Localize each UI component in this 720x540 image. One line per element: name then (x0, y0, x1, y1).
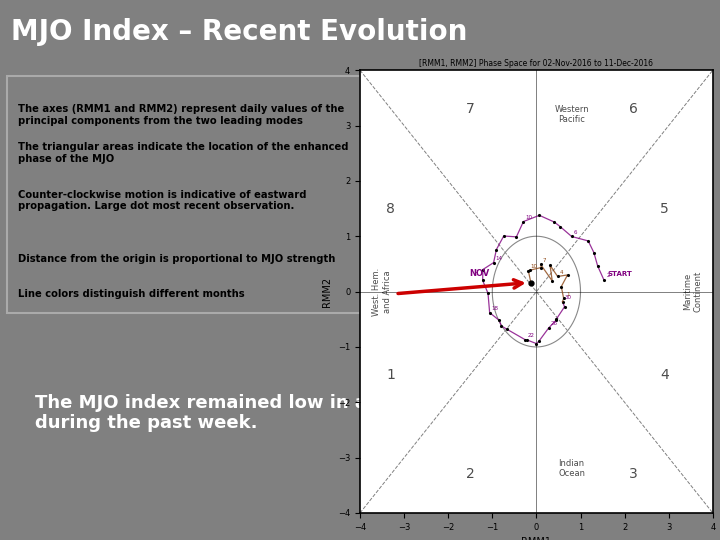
Text: 22: 22 (527, 333, 534, 338)
Text: West. Hem.
and Africa: West. Hem. and Africa (372, 267, 392, 316)
Text: Western
Pacific: Western Pacific (554, 105, 589, 124)
Text: 14: 14 (496, 256, 503, 261)
Text: START: START (608, 271, 632, 276)
Text: 6: 6 (574, 230, 577, 235)
Text: 2: 2 (606, 273, 610, 278)
Text: 3: 3 (629, 467, 638, 481)
Text: 4: 4 (660, 368, 669, 382)
Text: The MJO index remained low in amplitude
during the past week.: The MJO index remained low in amplitude … (35, 394, 457, 433)
Text: Counter-clockwise motion is indicative of eastward
propagation. Large dot most r: Counter-clockwise motion is indicative o… (18, 190, 306, 211)
Text: MJO Index – Recent Evolution: MJO Index – Recent Evolution (11, 18, 467, 46)
Text: 18: 18 (492, 306, 499, 311)
Text: 1: 1 (566, 292, 570, 296)
Text: 2: 2 (466, 467, 474, 481)
Text: Maritime
Continent: Maritime Continent (683, 271, 703, 312)
Text: Distance from the origin is proportional to MJO strength: Distance from the origin is proportional… (18, 254, 335, 264)
Text: The triangular areas indicate the location of the enhanced
phase of the MJO: The triangular areas indicate the locati… (18, 142, 348, 164)
Text: NOV: NOV (469, 269, 490, 278)
Text: 10: 10 (531, 264, 538, 269)
Text: 7: 7 (466, 102, 474, 116)
Text: 10: 10 (526, 215, 533, 220)
Text: 30: 30 (564, 295, 572, 300)
Text: 6: 6 (629, 102, 638, 116)
Text: 26: 26 (551, 321, 558, 326)
X-axis label: RMM1: RMM1 (521, 537, 552, 540)
Text: Line colors distinguish different months: Line colors distinguish different months (18, 289, 244, 300)
Y-axis label: RMM2: RMM2 (323, 276, 333, 307)
Text: 4: 4 (560, 269, 563, 275)
Text: 1: 1 (387, 368, 395, 382)
Text: Indian
Ocean: Indian Ocean (558, 459, 585, 478)
Text: 5: 5 (660, 201, 669, 215)
Text: 8: 8 (387, 201, 395, 215)
Text: The axes (RMM1 and RMM2) represent daily values of the
principal components from: The axes (RMM1 and RMM2) represent daily… (18, 104, 344, 126)
Text: 7: 7 (543, 258, 546, 262)
Title: [RMM1, RMM2] Phase Space for 02-Nov-2016 to 11-Dec-2016: [RMM1, RMM2] Phase Space for 02-Nov-2016… (419, 59, 654, 68)
